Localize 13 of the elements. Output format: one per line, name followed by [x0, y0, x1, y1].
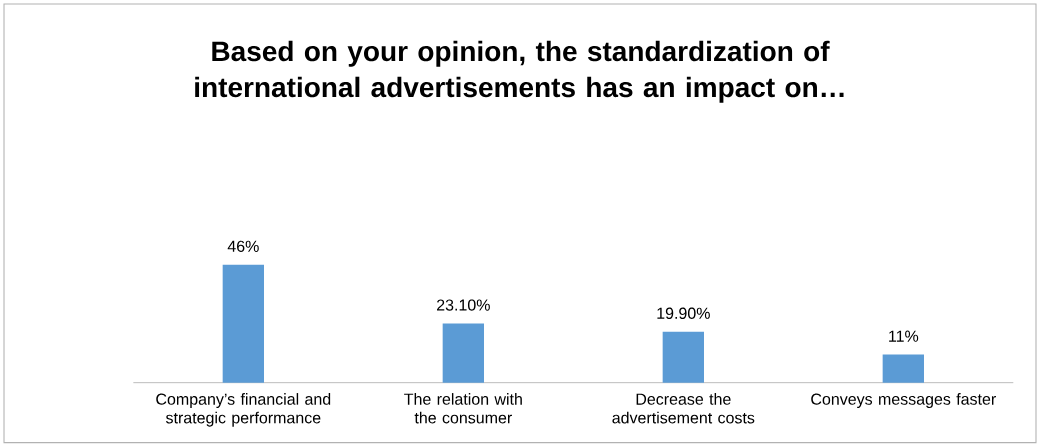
- chart-title: Based on your opinion, the standardization of international advertisements has an impact on…: [195, 40, 844, 103]
- x-tick-label: Company’s financial and strategic performance: [156, 393, 331, 427]
- bar: [662, 331, 704, 383]
- x-tick-label: Conveys messages faster: [811, 393, 996, 409]
- data-label: 19.90%: [657, 307, 710, 320]
- x-tick-label: The relation with the consumer: [404, 393, 522, 424]
- data-label: 46%: [227, 240, 259, 253]
- bar: [222, 264, 265, 383]
- x-tick-label: Decrease the advertisement costs: [612, 393, 755, 424]
- data-label: 11%: [889, 330, 919, 342]
- data-label: 23.10%: [437, 299, 490, 311]
- bar: [882, 354, 924, 383]
- bar: [442, 323, 484, 383]
